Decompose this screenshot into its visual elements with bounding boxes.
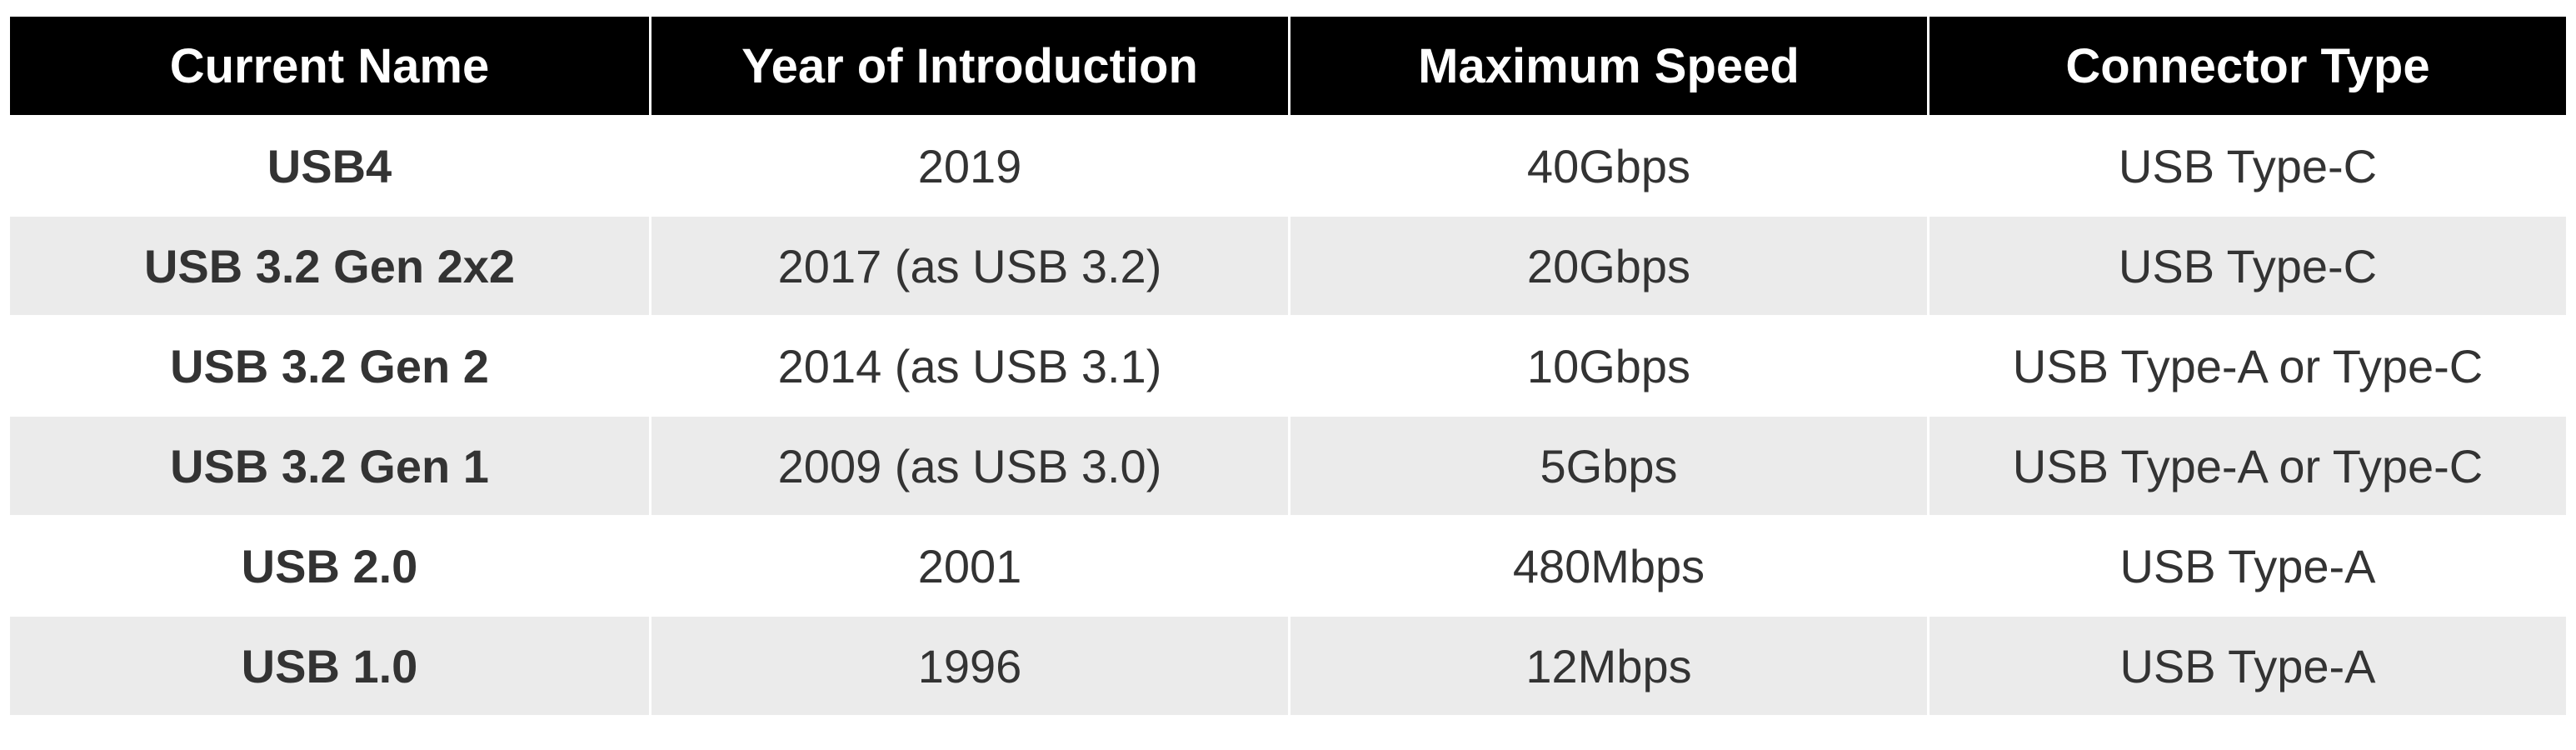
header-cell: Current Name: [10, 17, 649, 115]
table-cell: 12Mbps: [1288, 615, 1927, 715]
table-cell: 2019: [649, 115, 1288, 215]
table-cell: 2017 (as USB 3.2): [649, 215, 1288, 315]
table-cell: 1996: [649, 615, 1288, 715]
header-cell: Year of Introduction: [649, 17, 1288, 115]
table-cell: USB 3.2 Gen 1: [10, 415, 649, 515]
table-cell: USB Type-A: [1927, 615, 2566, 715]
table-cell: USB Type-A or Type-C: [1927, 415, 2566, 515]
table-cell: 2001: [649, 515, 1288, 615]
table-cell: 2009 (as USB 3.0): [649, 415, 1288, 515]
table-cell: 40Gbps: [1288, 115, 1927, 215]
table-cell: 5Gbps: [1288, 415, 1927, 515]
header-cell: Connector Type: [1927, 17, 2566, 115]
table-cell: USB4: [10, 115, 649, 215]
table-cell: USB Type-C: [1927, 115, 2566, 215]
table-cell: USB 1.0: [10, 615, 649, 715]
table-cell: USB 3.2 Gen 2x2: [10, 215, 649, 315]
table-cell: USB 3.2 Gen 2: [10, 315, 649, 415]
table-cell: USB Type-A or Type-C: [1927, 315, 2566, 415]
table-cell: 2014 (as USB 3.1): [649, 315, 1288, 415]
table-cell: 480Mbps: [1288, 515, 1927, 615]
table-cell: 10Gbps: [1288, 315, 1927, 415]
table-cell: USB Type-C: [1927, 215, 2566, 315]
header-cell: Maximum Speed: [1288, 17, 1927, 115]
table-cell: USB Type-A: [1927, 515, 2566, 615]
usb-table: Current Name Year of Introduction Maximum …: [10, 17, 2566, 715]
table-cell: USB 2.0: [10, 515, 649, 615]
table-cell: 20Gbps: [1288, 215, 1927, 315]
